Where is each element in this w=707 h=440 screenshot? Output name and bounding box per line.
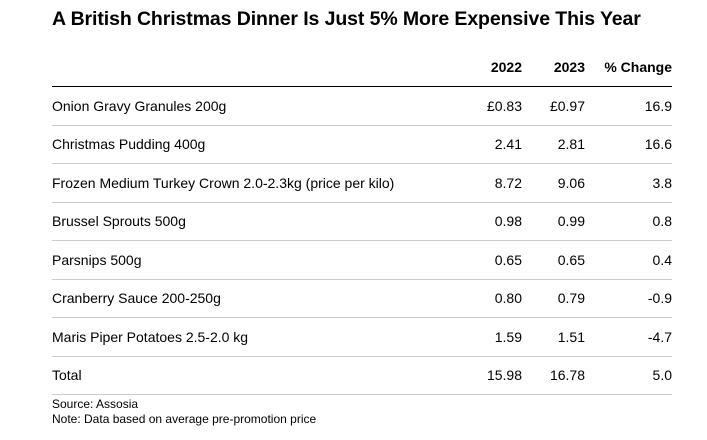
column-header-change: % Change [585, 48, 672, 87]
price-table: 2022 2023 % Change Onion Gravy Granules … [52, 48, 672, 395]
value-2022-cell: 1.59 [472, 317, 522, 357]
percent-change-cell: 3.8 [585, 163, 672, 203]
item-cell: Cranberry Sauce 200-250g [52, 279, 472, 318]
value-2023-cell: 0.65 [522, 240, 585, 280]
chart-notes: Source: Assosia Note: Data based on aver… [52, 397, 316, 427]
percent-change-cell: 0.4 [585, 240, 672, 280]
percent-change-cell: 16.6 [585, 125, 672, 164]
percent-change-cell: 16.9 [585, 86, 672, 126]
table-row: Brussel Sprouts 500g 0.98 0.99 0.8 [52, 202, 672, 241]
source-note: Source: Assosia [52, 397, 139, 411]
value-2022-cell: 0.98 [472, 202, 522, 241]
column-header-2023: 2023 [522, 48, 585, 87]
column-header-item [52, 48, 472, 87]
table-row: Onion Gravy Granules 200g £0.83 £0.97 16.9 [52, 86, 672, 126]
table-row: Christmas Pudding 400g 2.41 2.81 16.6 [52, 125, 672, 164]
table-body: Onion Gravy Granules 200g £0.83 £0.97 16.9 C… [52, 86, 672, 395]
table-row: Cranberry Sauce 200-250g 0.80 0.79 -0.9 [52, 279, 672, 318]
percent-change-cell: 0.8 [585, 202, 672, 241]
value-2023-cell: £0.97 [522, 86, 585, 126]
value-2022-cell: 8.72 [472, 163, 522, 203]
item-cell: Total [52, 356, 472, 395]
data-note: Note: Data based on average pre-promotio… [52, 412, 317, 426]
column-header-2022: 2022 [472, 48, 522, 87]
item-cell: Parsnips 500g [52, 240, 472, 280]
value-2022-cell: 0.80 [472, 279, 522, 318]
percent-change-cell: -4.7 [585, 317, 672, 357]
percent-change-cell: 5.0 [585, 356, 672, 395]
value-2022-cell: 2.41 [472, 125, 522, 164]
percent-change-cell: -0.9 [585, 279, 672, 318]
value-2023-cell: 16.78 [522, 356, 585, 395]
value-2022-cell: 15.98 [472, 356, 522, 395]
table-row: Parsnips 500g 0.65 0.65 0.4 [52, 240, 672, 280]
item-cell: Christmas Pudding 400g [52, 125, 472, 164]
value-2023-cell: 1.51 [522, 317, 585, 357]
value-2023-cell: 0.79 [522, 279, 585, 318]
value-2022-cell: 0.65 [472, 240, 522, 280]
table-row: Maris Piper Potatoes 2.5-2.0 kg 1.59 1.51-… [52, 317, 672, 357]
item-cell: Maris Piper Potatoes 2.5-2.0 kg [52, 317, 472, 357]
value-2023-cell: 9.06 [522, 163, 585, 203]
item-cell: Brussel Sprouts 500g [52, 202, 472, 241]
table-row: Frozen Medium Turkey Crown 2.0-2.3kg (pr… [52, 163, 672, 203]
item-cell: Frozen Medium Turkey Crown 2.0-2.3kg (pr… [52, 163, 472, 203]
chart-title: A British Christmas Dinner Is Just 5% Mo… [52, 8, 641, 30]
table-header-row: 2022 2023 % Change [52, 48, 672, 87]
table-row: Total 15.98 16.78 5.0 [52, 356, 672, 395]
value-2022-cell: £0.83 [472, 86, 522, 126]
value-2023-cell: 0.99 [522, 202, 585, 241]
value-2023-cell: 2.81 [522, 125, 585, 164]
item-cell: Onion Gravy Granules 200g [52, 86, 472, 126]
